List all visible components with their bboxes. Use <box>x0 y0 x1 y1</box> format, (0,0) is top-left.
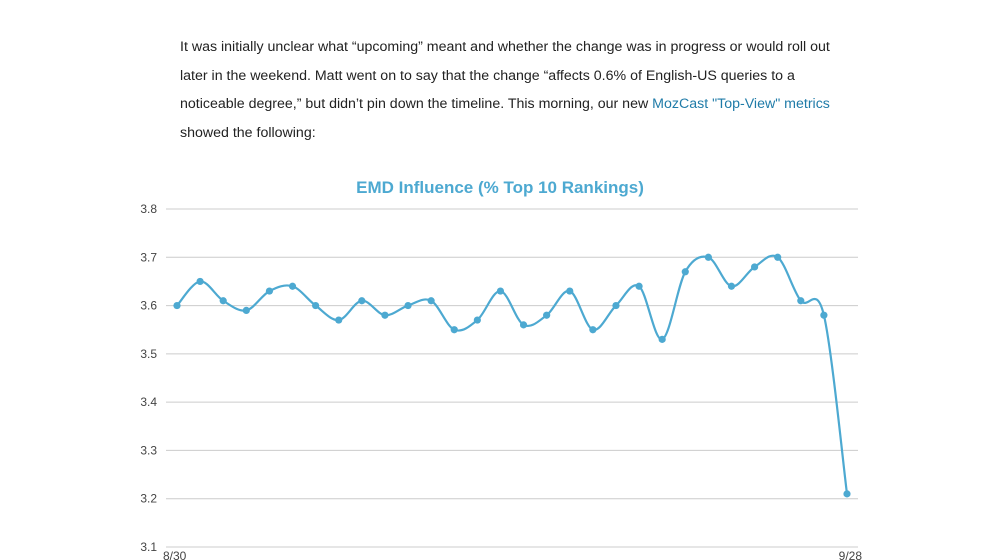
data-point <box>704 253 712 261</box>
data-point <box>589 326 597 334</box>
x-tick-label: 8/30 <box>163 549 187 560</box>
chart-title: EMD Influence (% Top 10 Rankings) <box>356 178 644 197</box>
article-text-after-link: showed the following: <box>180 124 316 141</box>
series-line <box>176 254 849 495</box>
data-point <box>566 287 574 295</box>
data-point <box>242 306 250 314</box>
data-point <box>404 301 412 310</box>
data-point <box>681 268 689 276</box>
y-tick-label: 3.6 <box>140 299 157 313</box>
data-point <box>288 282 297 290</box>
data-point <box>381 311 389 319</box>
data-point <box>774 253 782 261</box>
data-point <box>173 301 181 310</box>
y-tick-label: 3.8 <box>140 202 157 216</box>
data-point <box>196 277 204 286</box>
chart-x-tick-labels: 8/30 9/28 <box>163 549 862 560</box>
y-tick-label: 3.5 <box>140 347 157 361</box>
data-point <box>635 282 643 290</box>
chart-y-tick-labels: 3.1 3.2 3.3 3.4 3.5 3.6 3.7 3.8 <box>140 202 157 554</box>
data-point <box>312 301 320 310</box>
y-tick-label: 3.2 <box>140 492 157 506</box>
data-point <box>612 301 620 310</box>
data-point <box>543 311 551 319</box>
y-tick-label: 3.7 <box>140 250 157 264</box>
y-tick-label: 3.4 <box>140 395 157 409</box>
x-tick-label: 9/28 <box>839 549 863 560</box>
data-point <box>450 326 458 334</box>
chart-svg: 3.1 3.2 3.3 3.4 3.5 3.6 3.7 3.8 8/30 9/28 EMD In… <box>140 178 862 560</box>
data-point <box>797 297 805 305</box>
data-point <box>473 316 481 324</box>
y-tick-label: 3.1 <box>140 540 157 554</box>
chart-gridlines <box>166 208 858 548</box>
data-point <box>219 297 227 305</box>
data-point <box>843 490 851 498</box>
y-tick-label: 3.3 <box>140 443 157 457</box>
data-point <box>727 282 736 290</box>
data-point <box>750 263 759 271</box>
data-point <box>519 321 528 329</box>
mozcast-top-view-link[interactable]: MozCast "Top-View" metrics <box>652 96 830 112</box>
data-point <box>820 311 828 319</box>
data-point <box>496 287 505 295</box>
emd-influence-chart: 3.1 3.2 3.3 3.4 3.5 3.6 3.7 3.8 8/30 9/28 EMD In… <box>0 160 1000 560</box>
data-point <box>358 297 366 305</box>
data-point <box>335 316 343 324</box>
data-point <box>658 335 666 343</box>
article-text-before-link: It was initially unclear what “upcoming”… <box>180 39 830 112</box>
data-point <box>265 287 274 295</box>
article-paragraph: It was initially unclear what “upcoming”… <box>180 33 840 147</box>
chart-data-points <box>173 253 851 498</box>
data-point <box>427 297 435 305</box>
